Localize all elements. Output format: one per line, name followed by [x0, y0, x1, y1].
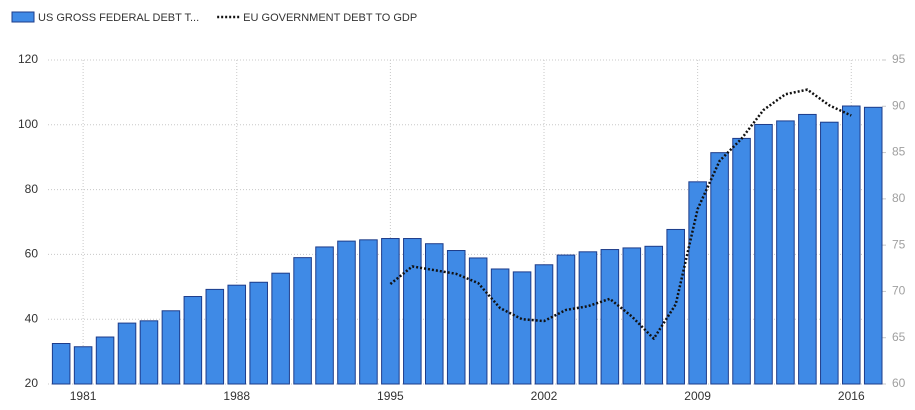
bar	[381, 238, 400, 385]
bar	[95, 336, 115, 385]
x-tick-label: 2016	[838, 389, 865, 403]
bar	[556, 254, 576, 385]
bar	[512, 271, 532, 385]
y2-tick-label: 95	[892, 52, 906, 66]
bar	[732, 137, 751, 385]
y2-tick-label: 65	[892, 330, 906, 344]
bar	[578, 251, 598, 385]
bar	[820, 121, 839, 385]
legend-label[interactable]: US GROSS FEDERAL DEBT T...	[38, 12, 199, 24]
x-tick-label: 1988	[223, 389, 250, 403]
bar	[315, 246, 334, 385]
bar	[51, 343, 71, 385]
bar	[359, 239, 378, 385]
bar	[73, 346, 93, 385]
y2-tick-label: 70	[892, 284, 906, 298]
bar	[622, 247, 642, 385]
y-tick-label: 100	[18, 117, 38, 131]
bar	[644, 245, 664, 385]
y2-tick-label: 80	[892, 191, 906, 205]
x-tick-label: 1981	[70, 389, 97, 403]
bar	[271, 272, 290, 385]
y-tick-label: 40	[25, 311, 39, 325]
bar	[710, 152, 729, 385]
legend-swatch[interactable]	[11, 11, 35, 23]
bar	[205, 288, 225, 385]
bar	[227, 284, 247, 385]
legend-label[interactable]: EU GOVERNMENT DEBT TO GDP	[243, 12, 417, 24]
bar	[117, 322, 137, 385]
y2-tick-label: 90	[892, 98, 906, 112]
bar	[293, 257, 312, 385]
y2-tick-label: 60	[892, 376, 906, 390]
bar	[841, 105, 861, 385]
y2-tick-label: 85	[892, 145, 906, 159]
bar	[490, 268, 510, 385]
bar	[600, 249, 620, 385]
bar	[534, 264, 554, 385]
x-tick-label: 2002	[531, 389, 558, 403]
bar	[139, 320, 159, 385]
bar	[424, 243, 444, 385]
y-tick-label: 20	[25, 376, 39, 390]
bar	[183, 296, 203, 385]
bar	[403, 238, 422, 385]
x-tick-label: 2009	[684, 389, 711, 403]
bar	[249, 281, 268, 385]
bar	[666, 228, 685, 385]
bar	[337, 240, 356, 385]
y2-tick-label: 75	[892, 237, 906, 251]
bar	[468, 257, 488, 385]
bar	[161, 310, 181, 385]
y-tick-label: 120	[18, 52, 38, 66]
bar	[863, 106, 883, 385]
bar	[798, 113, 817, 385]
y-tick-label: 80	[25, 182, 39, 196]
bar	[754, 123, 773, 385]
bar	[776, 120, 795, 385]
line	[389, 88, 852, 340]
y-tick-label: 60	[25, 247, 39, 261]
bar	[446, 250, 466, 385]
x-tick-label: 1995	[377, 389, 404, 403]
